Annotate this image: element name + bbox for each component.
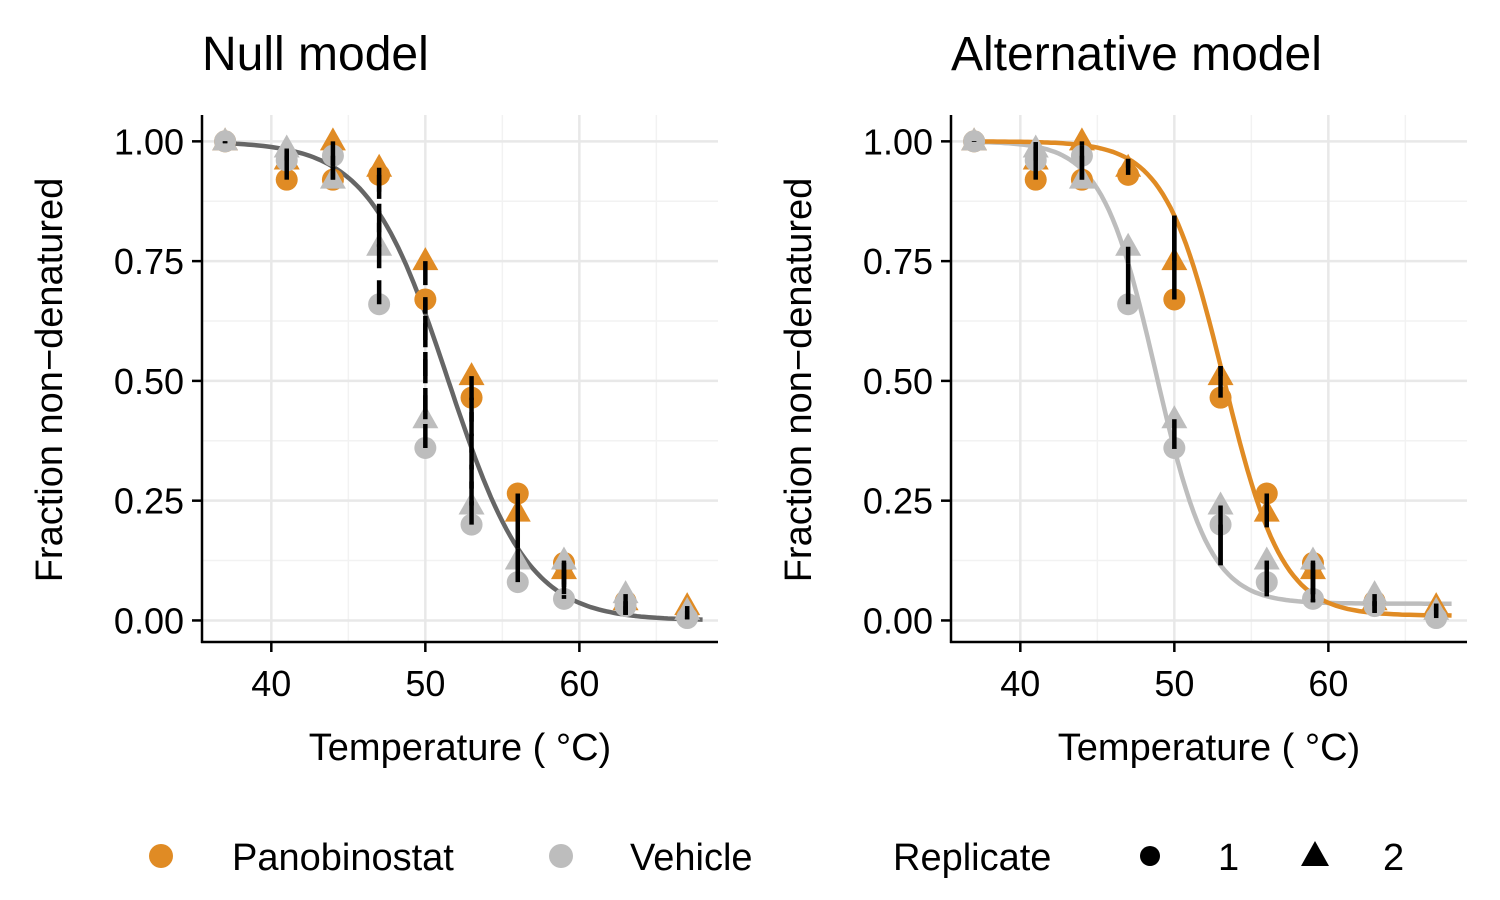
legend-label-replicate-2: 2 (1383, 837, 1404, 879)
x-axis-label: Temperature ( °C) (309, 727, 611, 769)
point-vehicle-rep2 (1253, 546, 1280, 570)
y-tick-label: 0.75 (863, 241, 933, 282)
y-tick-label: 0.50 (114, 361, 184, 402)
legend-label-replicate-1: 1 (1218, 837, 1239, 879)
null-model-panel: Null model Fraction non−denatured Temper… (29, 28, 718, 769)
point-panobinostat-rep2 (319, 127, 346, 151)
x-tick-label: 50 (405, 663, 445, 704)
legend-key-panobinostat (149, 844, 173, 868)
panel-title: Null model (202, 28, 429, 81)
y-axis-label: Fraction non−denatured (29, 178, 71, 583)
x-tick-label: 50 (1154, 663, 1194, 704)
point-vehicle-rep2 (612, 580, 639, 604)
point-vehicle-rep2 (1361, 580, 1388, 604)
panel-title: Alternative model (951, 28, 1322, 81)
y-tick-label: 0.25 (114, 481, 184, 522)
y-tick-label: 0.25 (863, 481, 933, 522)
point-panobinostat-rep2 (458, 362, 485, 386)
residual-lines (971, 141, 1439, 619)
point-vehicle-rep2 (1207, 491, 1234, 515)
legend-key-replicate-2 (1301, 841, 1329, 866)
y-tick-label: 0.50 (863, 361, 933, 402)
point-panobinostat-rep2 (412, 247, 439, 271)
y-tick-label: 0.75 (114, 241, 184, 282)
point-vehicle-rep2 (1115, 232, 1142, 256)
axes: 0.00 0.25 0.50 0.75 1.00 40 50 60 (114, 115, 718, 704)
legend-key-vehicle (549, 844, 573, 868)
fit-curve-vehicle (974, 139, 1452, 606)
grid (951, 115, 1467, 642)
axes: 0.00 0.25 0.50 0.75 1.00 40 50 60 (863, 115, 1467, 704)
legend-title-replicate: Replicate (893, 837, 1051, 879)
x-tick-label: 60 (559, 663, 599, 704)
data-points (212, 127, 701, 630)
x-tick-label: 40 (1000, 663, 1040, 704)
alternative-model-panel: Alternative model Fraction non−denatured… (778, 28, 1467, 769)
point-panobinostat-rep2 (366, 153, 393, 177)
y-tick-label: 0.00 (114, 600, 184, 641)
y-axis-label: Fraction non−denatured (778, 178, 820, 583)
y-tick-label: 1.00 (863, 121, 933, 162)
point-vehicle-rep2 (1299, 546, 1326, 570)
point-panobinostat-rep2 (1068, 127, 1095, 151)
grid (202, 115, 718, 642)
y-tick-label: 0.00 (863, 600, 933, 641)
point-vehicle-rep2 (961, 127, 988, 151)
x-tick-label: 60 (1308, 663, 1348, 704)
point-vehicle-rep2 (550, 546, 577, 570)
point-vehicle-rep2 (1161, 405, 1188, 429)
legend-label-panobinostat: Panobinostat (232, 837, 454, 879)
legend: Panobinostat Vehicle Replicate 1 2 (149, 837, 1404, 879)
point-vehicle-rep2 (212, 127, 239, 151)
point-vehicle-rep2 (273, 134, 300, 158)
data-points (961, 127, 1450, 630)
legend-key-replicate-1 (1140, 846, 1160, 866)
residual-lines (222, 141, 690, 620)
y-tick-label: 1.00 (114, 121, 184, 162)
x-axis-label: Temperature ( °C) (1058, 727, 1360, 769)
x-tick-label: 40 (251, 663, 291, 704)
legend-label-vehicle: Vehicle (630, 837, 753, 879)
